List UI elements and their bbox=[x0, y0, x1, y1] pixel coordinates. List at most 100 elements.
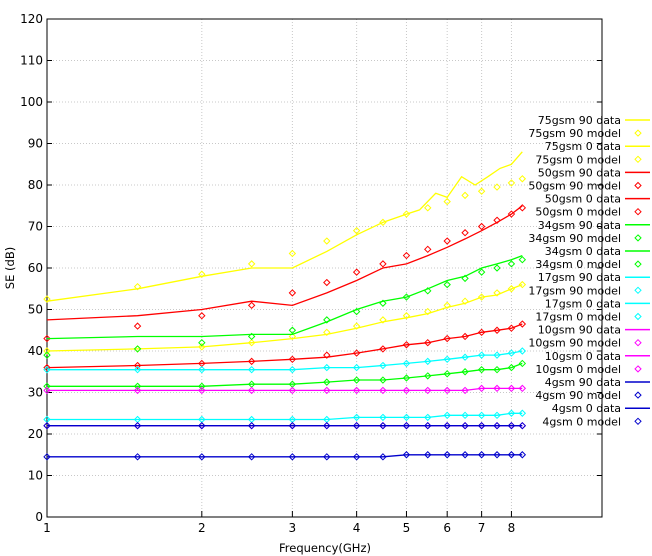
series-10gsm-90-model bbox=[43, 384, 527, 395]
data-point bbox=[379, 376, 387, 384]
legend-label: 10gsm 90 data bbox=[538, 324, 621, 337]
y-tick-label: 70 bbox=[28, 220, 43, 234]
data-point bbox=[288, 249, 297, 258]
data-point bbox=[247, 365, 256, 374]
data-point bbox=[379, 386, 387, 395]
data-point bbox=[461, 451, 469, 459]
data-point bbox=[133, 382, 142, 390]
series-50gsm-0-data bbox=[46, 323, 523, 369]
legend-swatch-marker bbox=[634, 155, 642, 164]
data-point bbox=[477, 351, 486, 359]
data-point bbox=[402, 359, 411, 368]
data-point bbox=[247, 421, 256, 430]
data-point bbox=[507, 421, 516, 430]
data-point bbox=[133, 386, 142, 395]
data-point bbox=[493, 421, 501, 430]
y-tick-label: 60 bbox=[28, 261, 43, 275]
data-point bbox=[402, 312, 411, 320]
legend-label: 4gsm 90 data bbox=[545, 376, 621, 389]
data-point bbox=[477, 222, 486, 231]
data-point bbox=[507, 260, 516, 268]
series-line bbox=[46, 205, 523, 321]
series-4gsm-0-data bbox=[47, 454, 523, 458]
data-point bbox=[198, 453, 206, 461]
data-point bbox=[493, 451, 501, 459]
data-point bbox=[379, 260, 387, 268]
series-line bbox=[47, 454, 523, 458]
data-point bbox=[461, 274, 469, 283]
data-point bbox=[507, 324, 516, 332]
data-point bbox=[247, 357, 256, 366]
series-line bbox=[47, 362, 523, 387]
series-50gsm-0-model bbox=[43, 320, 527, 372]
data-point bbox=[518, 451, 527, 459]
data-point bbox=[43, 295, 51, 303]
data-point bbox=[379, 361, 387, 370]
data-point bbox=[352, 307, 361, 316]
data-point bbox=[198, 382, 206, 390]
data-point bbox=[43, 363, 51, 372]
data-point bbox=[461, 421, 469, 430]
data-point bbox=[443, 370, 451, 378]
series-34gsm-0-data bbox=[47, 362, 523, 387]
legend-label: 75gsm 90 model bbox=[528, 127, 621, 140]
data-point bbox=[323, 316, 331, 324]
data-point bbox=[518, 175, 527, 183]
data-point bbox=[424, 307, 432, 316]
data-point bbox=[507, 349, 516, 357]
data-point bbox=[424, 421, 432, 430]
data-point bbox=[424, 386, 432, 395]
data-point bbox=[507, 285, 516, 293]
data-point bbox=[477, 421, 486, 430]
data-point bbox=[424, 287, 432, 295]
series-17gsm-90-data bbox=[47, 350, 523, 371]
data-point bbox=[402, 374, 411, 382]
data-point bbox=[424, 338, 432, 347]
y-tick-label: 120 bbox=[20, 12, 43, 26]
data-point bbox=[477, 328, 486, 337]
data-point bbox=[247, 338, 256, 347]
series-75gsm-90-data bbox=[46, 151, 523, 302]
y-tick-label: 110 bbox=[20, 54, 43, 68]
data-point bbox=[352, 386, 361, 395]
legend-label: 50gsm 90 model bbox=[528, 180, 621, 193]
data-point bbox=[323, 328, 331, 337]
data-point bbox=[379, 421, 387, 430]
data-point bbox=[493, 365, 501, 374]
data-point bbox=[402, 413, 411, 422]
legend-label: 4gsm 0 data bbox=[552, 402, 621, 415]
series-34gsm-0-model bbox=[43, 359, 527, 390]
data-point bbox=[443, 197, 451, 206]
data-point bbox=[43, 334, 51, 343]
data-point bbox=[247, 386, 256, 395]
data-point bbox=[133, 453, 142, 461]
x-tick-label: 2 bbox=[198, 521, 206, 535]
data-point bbox=[247, 260, 256, 268]
data-point bbox=[443, 386, 451, 395]
legend-label: 34gsm 0 data bbox=[545, 245, 621, 258]
x-tick-label: 3 bbox=[289, 521, 297, 535]
data-point bbox=[443, 355, 451, 364]
data-point bbox=[133, 365, 142, 374]
data-point bbox=[518, 359, 527, 368]
data-point bbox=[198, 365, 206, 374]
data-point bbox=[493, 351, 501, 359]
legend-swatch-marker bbox=[634, 207, 642, 216]
data-point bbox=[424, 372, 432, 380]
data-point bbox=[288, 453, 297, 461]
legend-label: 10gsm 0 data bbox=[545, 350, 621, 363]
data-point bbox=[443, 280, 451, 289]
data-point bbox=[352, 349, 361, 357]
data-point bbox=[288, 421, 297, 430]
data-point bbox=[379, 345, 387, 353]
data-point bbox=[443, 421, 451, 430]
legend-swatch-marker bbox=[634, 391, 642, 399]
data-point bbox=[402, 341, 411, 349]
data-point bbox=[352, 322, 361, 330]
data-point bbox=[518, 347, 527, 355]
legend-label: 17gsm 0 model bbox=[535, 311, 621, 324]
y-tick-label: 30 bbox=[28, 386, 43, 400]
data-point bbox=[379, 316, 387, 324]
y-tick-label: 90 bbox=[28, 137, 43, 151]
